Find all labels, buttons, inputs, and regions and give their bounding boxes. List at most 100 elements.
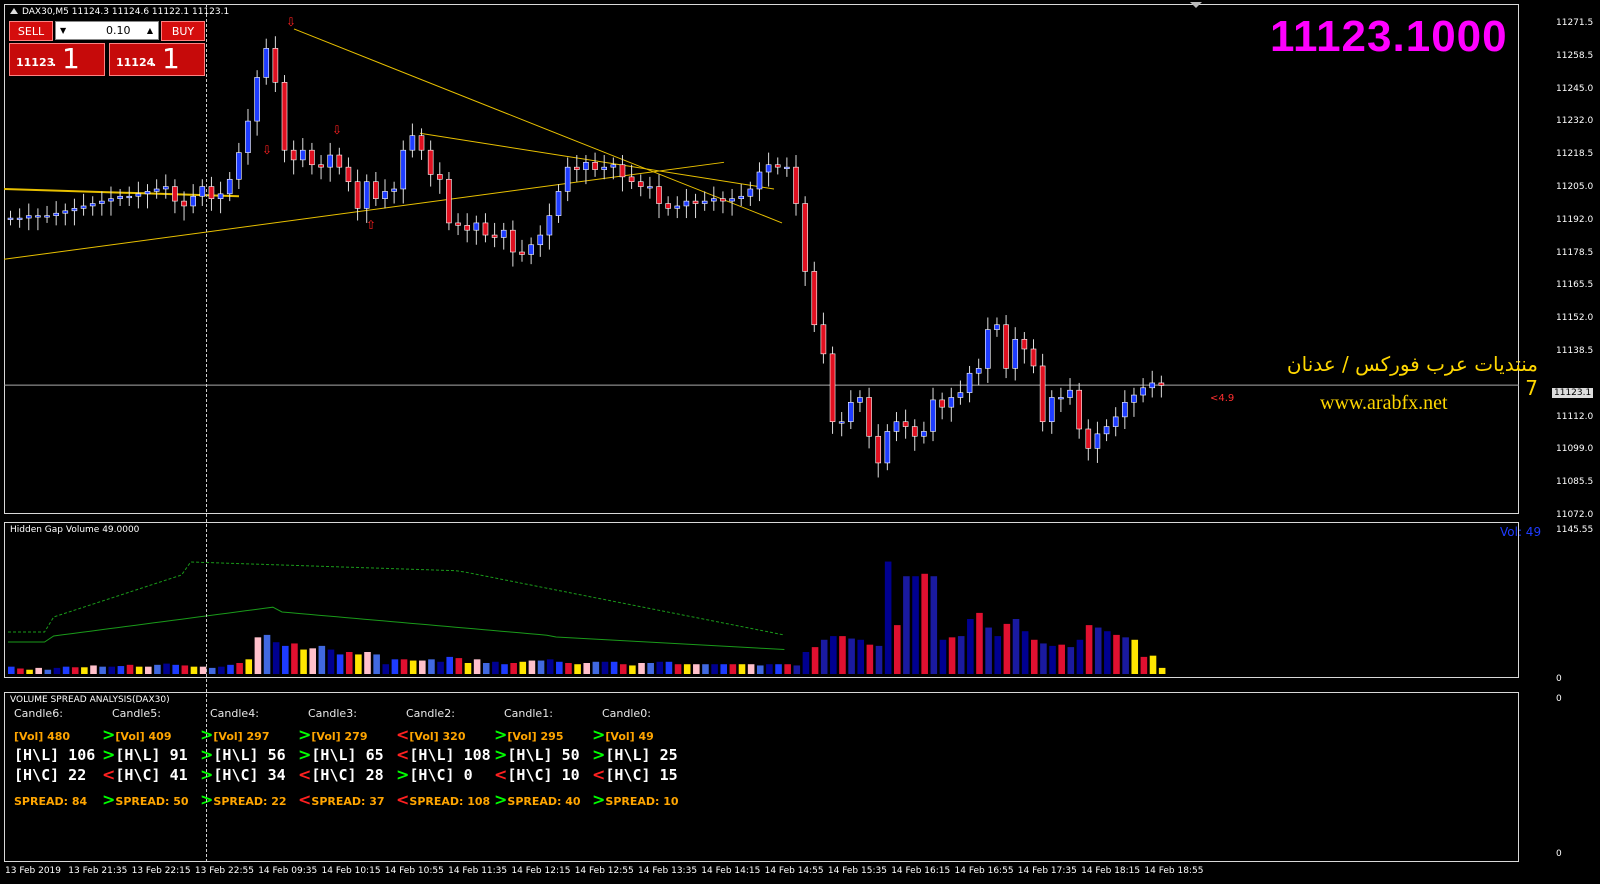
volume-bar [820,639,828,674]
time-axis-label: 14 Feb 16:55 [954,866,1014,876]
volume-bar [1113,634,1120,674]
volume-bar [866,644,874,674]
candle [1103,426,1110,435]
candle [181,200,187,207]
volume-bar [985,627,992,674]
volume-bar [848,638,855,674]
vsa-volume-value: [Vol] 49 [605,730,654,743]
lot-size-field[interactable]: ▼ 0.10 ▲ [55,21,159,40]
lot-increase-icon[interactable]: ▲ [146,26,153,35]
volume-bar [391,659,399,674]
volume-bar [419,660,426,674]
volume-bar [291,643,298,674]
vsa-spread: SPREAD: 84 [14,790,87,809]
candle [254,77,260,122]
vsa-arrow: > [102,790,116,809]
dropdown-triangle-icon[interactable] [10,8,18,14]
vsa-arrow: > [298,725,312,744]
vsa-high-close-value: [H\C] 0 [409,766,473,784]
buy-price-box[interactable]: 11124 . 1 [109,42,205,76]
big-price-display: 11123.1000 [1270,12,1508,61]
candle [318,164,324,168]
volume-bar [373,654,380,674]
vsa-volume: [Vol] 480 [14,725,70,744]
volume-bar [364,652,371,674]
vsa-candle-heading: Candle4: [210,702,259,721]
candle [692,200,699,204]
candle [62,210,69,214]
volume-bar [71,667,79,674]
vsa-high-low-value: [H\L] 25 [605,746,678,764]
candle [802,203,808,272]
candle [1149,382,1156,389]
volume-bar [218,666,225,674]
vsa-candle-heading-value: Candle1: [504,707,553,720]
sell-button[interactable]: SELL [9,21,53,41]
volume-bar [1003,623,1011,674]
candle [720,198,726,202]
time-axis-label: 14 Feb 11:35 [448,866,508,876]
candle [1076,389,1082,430]
volume-bar [793,665,801,674]
volume-bar [875,645,883,674]
vsa-arrow: < [396,790,410,809]
collapse-chevron-icon[interactable] [1190,2,1202,8]
price-axis-label: 11218.5 [1556,149,1594,160]
volume-bar [1085,625,1093,674]
sell-price-box[interactable]: 11123 . 1 [9,42,105,76]
time-axis-label: 14 Feb 16:15 [891,866,951,876]
vsa-arrow: > [102,745,116,764]
candle [418,135,425,151]
time-axis-label: 13 Feb 21:35 [68,866,128,876]
candle [939,399,945,408]
volume-bar [839,636,846,674]
candle [902,421,909,427]
candle [299,149,306,161]
volume-bar [154,664,161,674]
candle [573,166,580,170]
vsa-candle-heading: Candle1: [504,702,553,721]
volume-bar [345,652,353,674]
volume-ma-line [8,606,785,650]
candle [427,149,434,175]
candle [1058,397,1064,400]
volume-bar [720,664,728,674]
candle [309,149,315,166]
candle [948,397,955,408]
candle [1067,389,1073,398]
buy-button[interactable]: BUY [161,21,205,41]
price-axis-label: 11232.0 [1556,116,1594,127]
time-axis-label: 14 Feb 14:15 [701,866,761,876]
volume-bar [976,612,983,674]
vsa-arrow: < [592,765,606,784]
price-chart[interactable]: ⇩ ⇩ ⇩ ⇧ [4,4,1519,514]
candle [80,205,87,209]
candle [884,431,891,464]
vsa-candle-heading: Candle3: [308,702,357,721]
vsa-candle-heading-value: Candle3: [308,707,357,720]
candle [1030,348,1037,367]
vsa-spread: >SPREAD: 40 [494,790,581,809]
volume-bar [1131,639,1139,674]
vsa-candle-heading-value: Candle4: [210,707,259,720]
candle [126,195,133,199]
volume-histogram[interactable] [4,522,1519,678]
lot-decrease-icon[interactable]: ▼ [60,26,67,35]
time-axis-label: 13 Feb 22:15 [131,866,191,876]
volume-bar [656,661,664,674]
volume-bar [519,661,527,674]
volume-bar [784,664,791,674]
vsa-high-low-value: [H\L] 106 [14,746,96,764]
vsa-axis-zero: 0 [1556,849,1562,859]
volume-bar [62,666,70,674]
candle [7,217,14,220]
vsa-high-close-value: [H\C] 10 [507,766,580,784]
sell-price-small: 11123 [16,56,55,69]
price-axis-label: 11258.5 [1556,50,1594,61]
candle [829,353,836,423]
volume-bar [44,669,52,674]
vsa-arrow: < [396,745,410,764]
candle [455,222,461,226]
volume-bar [601,661,609,674]
vsa-high-low-value: [H\L] 91 [115,746,188,764]
